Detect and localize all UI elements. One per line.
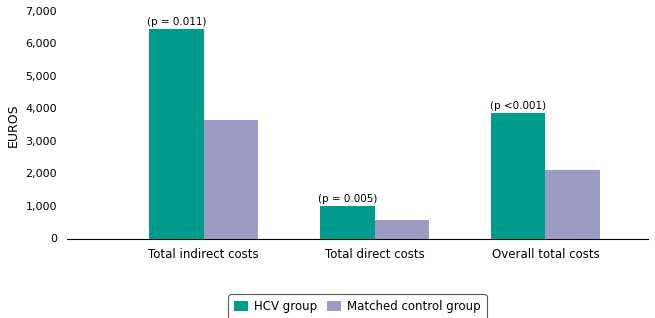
Bar [546,170,600,238]
Bar [149,29,204,238]
Y-axis label: EUROS: EUROS [7,103,20,147]
Text: (p <0.001): (p <0.001) [490,101,546,111]
Text: (p = 0.011): (p = 0.011) [147,17,206,27]
Bar [491,113,546,238]
Bar [375,220,429,238]
Bar [204,120,258,238]
Legend: HCV group, Matched control group: HCV group, Matched control group [229,294,487,318]
Bar [320,206,375,238]
Text: (p = 0.005): (p = 0.005) [318,194,377,204]
